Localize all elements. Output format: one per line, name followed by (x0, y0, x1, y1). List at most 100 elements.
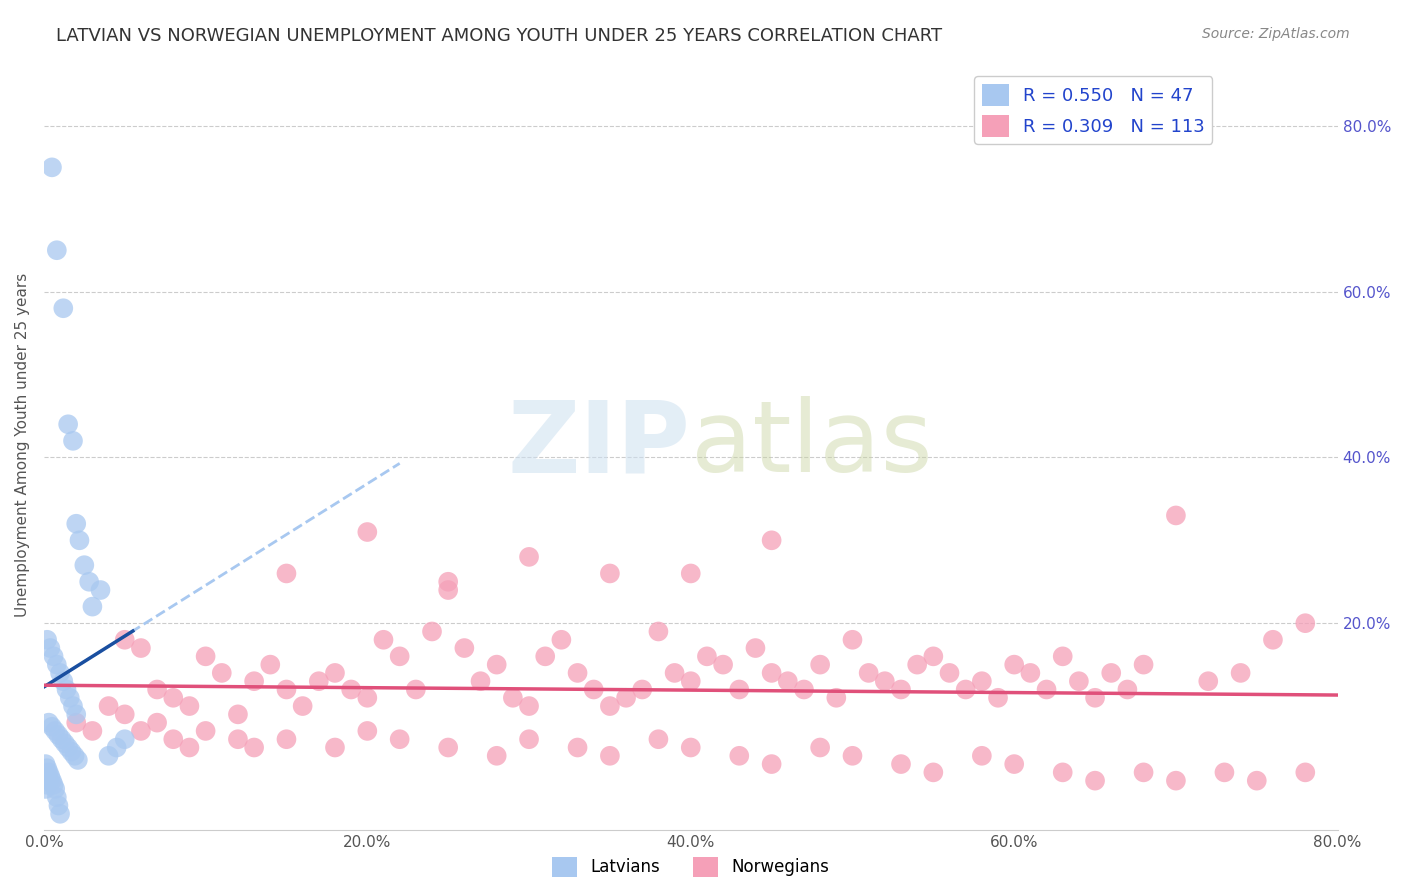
Point (793, 682, 815, 697)
Point (517, 699, 540, 714)
Point (45, 244, 67, 258)
Point (711, 657, 734, 672)
Point (1099, 665, 1122, 680)
Point (970, 748, 993, 763)
Point (323, 665, 346, 680)
Point (226, 732, 249, 747)
Y-axis label: Unemployment Among Youth under 25 years: Unemployment Among Youth under 25 years (15, 273, 30, 617)
Point (728, 748, 751, 763)
Point (517, 549, 540, 564)
Point (1164, 508, 1187, 523)
Point (1132, 657, 1154, 672)
Point (987, 690, 1010, 705)
Point (52, 301, 75, 316)
Text: atlas: atlas (690, 396, 932, 493)
Point (761, 533, 783, 548)
Point (388, 732, 411, 747)
Point (647, 732, 669, 747)
Point (761, 665, 783, 680)
Point (614, 690, 637, 705)
Point (114, 707, 136, 722)
Point (728, 682, 751, 697)
Point (41, 773, 63, 788)
Point (276, 732, 298, 747)
Point (1132, 765, 1154, 780)
Point (437, 740, 460, 755)
Point (470, 674, 492, 689)
Point (65, 707, 87, 722)
Point (59, 690, 82, 705)
Point (55, 682, 77, 697)
Point (162, 732, 184, 747)
Point (63, 748, 86, 763)
Point (89, 582, 111, 597)
Point (1197, 674, 1219, 689)
Point (890, 682, 912, 697)
Point (517, 732, 540, 747)
Text: Source: ZipAtlas.com: Source: ZipAtlas.com (1202, 27, 1350, 41)
Point (485, 657, 508, 672)
Point (146, 715, 169, 730)
Point (873, 674, 896, 689)
Text: ZIP: ZIP (508, 396, 690, 493)
Point (97, 748, 120, 763)
Point (1084, 690, 1107, 705)
Point (1035, 682, 1057, 697)
Point (56, 417, 79, 432)
Legend: Latvians, Norwegians: Latvians, Norwegians (546, 850, 837, 884)
Point (129, 641, 152, 656)
Point (62, 699, 84, 714)
Point (73, 558, 96, 573)
Point (1294, 765, 1316, 780)
Point (146, 682, 169, 697)
Point (243, 740, 266, 755)
Point (1002, 757, 1025, 772)
Point (938, 665, 960, 680)
Point (34, 757, 56, 772)
Point (744, 641, 766, 656)
Point (1002, 657, 1025, 672)
Point (388, 649, 411, 664)
Point (38, 773, 60, 788)
Point (485, 748, 508, 763)
Point (276, 566, 298, 581)
Point (44, 723, 66, 738)
Point (48, 728, 70, 742)
Point (922, 765, 945, 780)
Point (49, 665, 72, 680)
Point (37, 632, 59, 647)
Point (162, 690, 184, 705)
Point (1052, 765, 1074, 780)
Point (825, 690, 848, 705)
Point (77, 574, 100, 589)
Point (308, 674, 330, 689)
Point (841, 748, 863, 763)
Point (841, 632, 863, 647)
Point (1164, 773, 1187, 788)
Point (970, 674, 993, 689)
Point (808, 740, 831, 755)
Point (226, 707, 249, 722)
Point (45, 657, 67, 672)
Point (1261, 632, 1284, 647)
Point (114, 632, 136, 647)
Point (51, 732, 73, 747)
Point (679, 674, 702, 689)
Point (323, 740, 346, 755)
Point (679, 566, 702, 581)
Point (599, 699, 621, 714)
Point (1229, 665, 1251, 680)
Point (631, 682, 654, 697)
Point (356, 723, 378, 738)
Point (858, 665, 880, 680)
Point (696, 649, 718, 664)
Point (955, 682, 977, 697)
Point (194, 723, 217, 738)
Point (62, 434, 84, 448)
Point (1019, 665, 1042, 680)
Point (291, 699, 314, 714)
Point (1052, 649, 1074, 664)
Point (129, 723, 152, 738)
Point (45, 790, 67, 805)
Point (599, 748, 621, 763)
